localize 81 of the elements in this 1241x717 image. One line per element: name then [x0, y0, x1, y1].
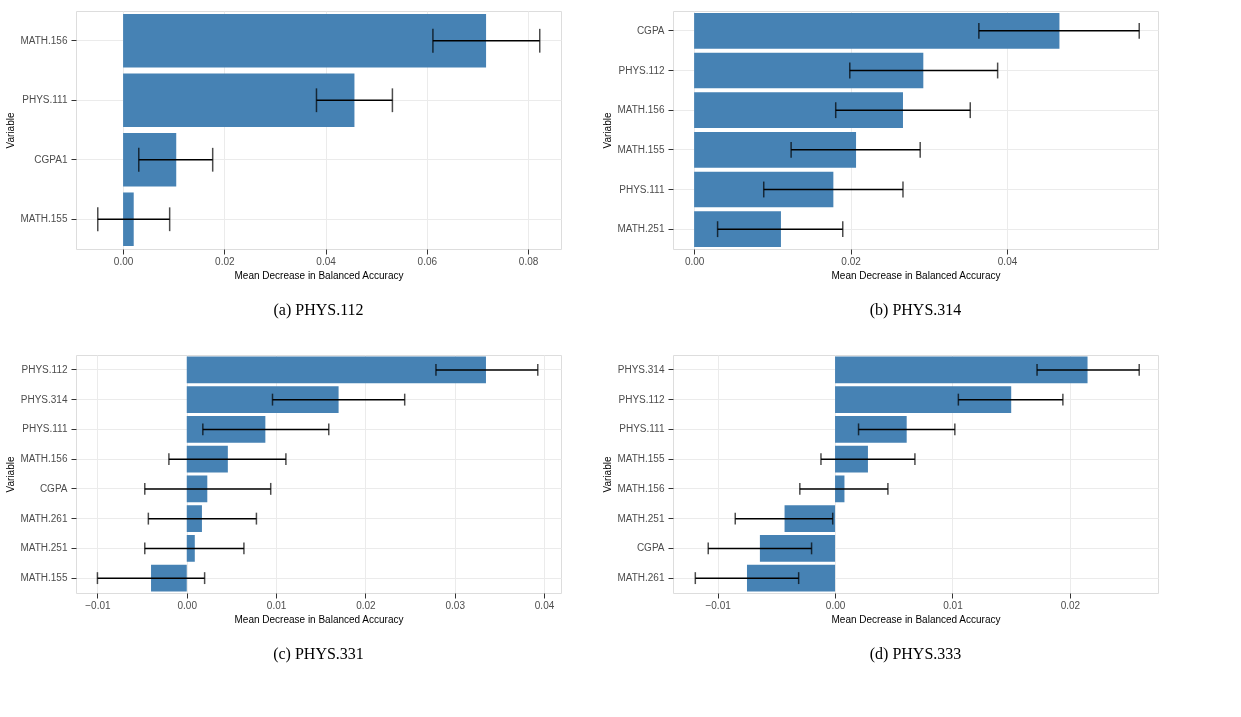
bar — [746, 564, 836, 592]
y-tick-label: CGPA — [636, 24, 665, 36]
x-tick-label: 0.01 — [266, 599, 287, 611]
text: (a) PHYS.112 — [273, 301, 364, 319]
y-tick-label: MATH.156 — [20, 34, 68, 46]
bar — [186, 415, 266, 443]
x-tick-label: 0.00 — [177, 599, 198, 611]
y-tick-label: MATH.156 — [20, 453, 68, 465]
bar — [186, 445, 228, 473]
y-axis-title: Variable — [602, 456, 614, 493]
x-tick-label: 0.06 — [417, 255, 438, 267]
bar — [835, 356, 1088, 384]
bar — [835, 386, 1012, 414]
x-tick-label: 0.02 — [841, 255, 862, 267]
x-tick-label: 0.00 — [684, 255, 705, 267]
y-tick-label: PHYS.314 — [20, 393, 68, 405]
y-axis-title: Variable — [602, 112, 614, 149]
x-tick-label: 0.02 — [356, 599, 377, 611]
bar — [784, 505, 836, 533]
y-tick-label: PHYS.111 — [619, 183, 665, 195]
x-tick-label: 0.04 — [316, 255, 337, 267]
y-tick-label: PHYS.112 — [21, 363, 68, 375]
y-axis-title: Variable — [5, 456, 17, 493]
bar — [123, 192, 134, 247]
y-tick-label: MATH.155 — [617, 143, 665, 155]
bar — [694, 211, 781, 248]
x-tick-label: 0.08 — [518, 255, 539, 267]
bar — [694, 171, 834, 208]
text: (b) PHYS.314 — [869, 301, 962, 319]
y-tick-label: PHYS.112 — [618, 393, 665, 405]
x-tick-label: −0.01 — [705, 599, 732, 611]
bar — [694, 52, 924, 89]
y-tick-label: CGPA — [636, 542, 665, 554]
x-axis-title: Mean Decrease in Balanced Accuracy — [234, 613, 404, 625]
bar — [694, 131, 857, 168]
y-tick-label: MATH.261 — [20, 512, 68, 524]
x-tick-label: −0.01 — [85, 599, 112, 611]
y-tick-label: CGPA — [39, 482, 68, 494]
x-tick-label: 0.00 — [825, 599, 846, 611]
bar — [835, 445, 868, 473]
bar — [186, 534, 195, 562]
bar — [835, 415, 907, 443]
y-tick-label: PHYS.112 — [618, 64, 665, 76]
y-tick-label: MATH.251 — [617, 512, 665, 524]
y-tick-label: MATH.251 — [20, 542, 68, 554]
x-tick-label: 0.04 — [997, 255, 1018, 267]
x-tick-label: 0.02 — [1060, 599, 1081, 611]
x-tick-label: 0.01 — [943, 599, 964, 611]
y-tick-label: MATH.251 — [617, 223, 665, 235]
y-axis-title: Variable — [5, 112, 17, 149]
x-axis-title: Mean Decrease in Balanced Accuracy — [831, 269, 1001, 281]
y-tick-label: PHYS.111 — [22, 94, 68, 106]
y-tick-label: MATH.261 — [617, 572, 665, 584]
y-tick-label: MATH.155 — [20, 213, 68, 225]
bar — [123, 13, 487, 68]
x-axis-title: Mean Decrease in Balanced Accuracy — [831, 613, 1001, 625]
y-tick-label: PHYS.111 — [619, 423, 665, 435]
y-tick-label: CGPA1 — [34, 153, 68, 165]
bar — [694, 92, 903, 129]
text: (d) PHYS.333 — [869, 645, 962, 663]
bar — [186, 356, 486, 384]
x-tick-label: 0.03 — [445, 599, 466, 611]
y-tick-label: MATH.155 — [20, 572, 68, 584]
bar — [123, 132, 177, 187]
x-tick-label: 0.04 — [534, 599, 555, 611]
bar — [186, 475, 208, 503]
y-tick-label: MATH.156 — [617, 482, 665, 494]
bar — [123, 73, 355, 128]
bar — [151, 564, 187, 592]
bar — [759, 534, 836, 562]
bar — [694, 12, 1060, 49]
y-tick-label: MATH.156 — [617, 104, 665, 116]
bar — [186, 386, 339, 414]
bar — [186, 505, 202, 533]
x-tick-label: 0.02 — [215, 255, 235, 267]
text: (c) PHYS.331 — [273, 645, 364, 663]
y-tick-label: PHYS.314 — [617, 363, 665, 375]
x-axis-title: Mean Decrease in Balanced Accuracy — [234, 269, 404, 281]
y-tick-label: PHYS.111 — [22, 423, 68, 435]
x-tick-label: 0.00 — [113, 255, 134, 267]
y-tick-label: MATH.155 — [617, 453, 665, 465]
